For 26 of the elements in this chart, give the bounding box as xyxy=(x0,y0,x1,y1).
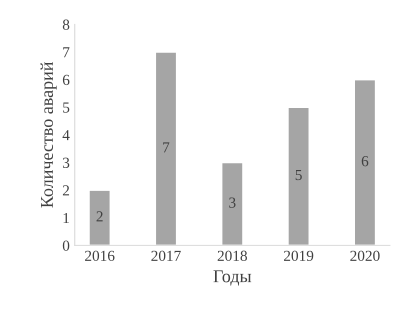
y-tick-label: 1 xyxy=(64,212,69,224)
bar xyxy=(154,51,178,246)
y-tick-label: 3 xyxy=(62,158,70,168)
x-tick-label: 2017 xyxy=(151,250,181,261)
y-axis-title: Количество аварий xyxy=(40,62,57,208)
y-tick-label: 5 xyxy=(63,102,70,113)
data-label: 2 xyxy=(96,211,103,222)
x-tick-label: 2018 xyxy=(218,250,247,261)
data-label: 6 xyxy=(362,156,368,166)
bar xyxy=(220,162,244,246)
data-label: 3 xyxy=(229,197,236,208)
y-tick-label: 7 xyxy=(63,47,70,58)
x-axis-title: Годы xyxy=(213,270,252,286)
bar xyxy=(88,189,111,246)
y-tick-label: 4 xyxy=(62,130,70,140)
y-tick-label: 2 xyxy=(62,185,70,196)
bar xyxy=(287,106,310,246)
y-tick-label: 6 xyxy=(62,74,70,86)
x-tick-label: 2016 xyxy=(85,250,114,261)
data-label: 5 xyxy=(296,170,302,180)
y-tick-label: 8 xyxy=(62,20,70,30)
data-label: 7 xyxy=(163,142,170,152)
x-tick-label: 2019 xyxy=(284,250,314,261)
bar xyxy=(354,78,376,246)
y-tick-label: 0 xyxy=(62,240,70,251)
x-tick-label: 2020 xyxy=(350,250,380,261)
